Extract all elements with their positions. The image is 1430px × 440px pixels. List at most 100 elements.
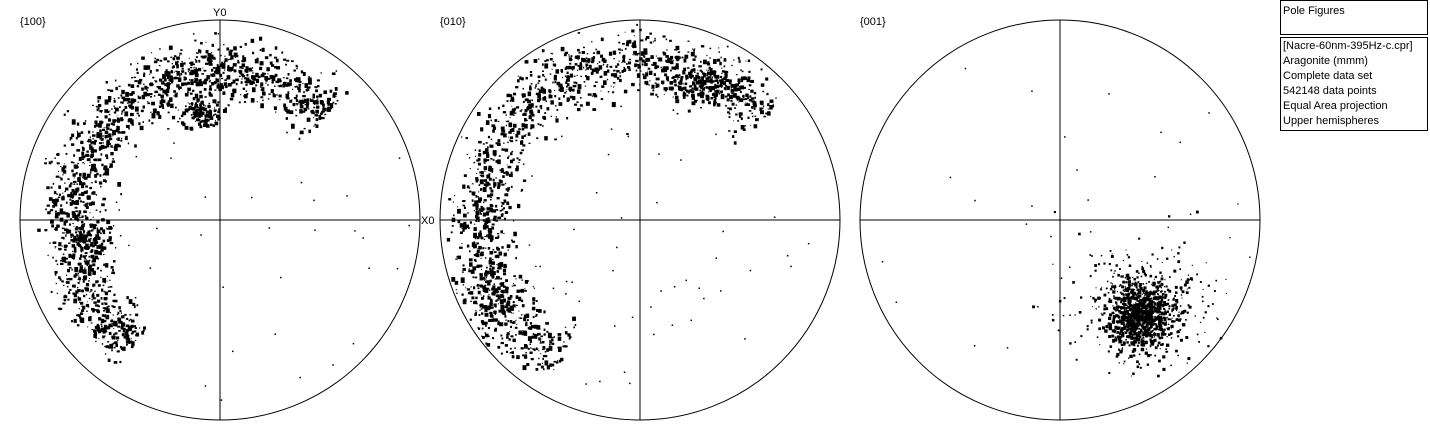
- pole-point: [1139, 366, 1142, 369]
- pole-point: [154, 80, 156, 82]
- pole-point: [79, 316, 82, 319]
- pole-point: [497, 186, 500, 189]
- pole-point: [545, 322, 549, 325]
- pole-point: [296, 104, 298, 106]
- pole-point: [1168, 308, 1170, 310]
- pole-point: [503, 217, 507, 221]
- pole-point: [484, 222, 487, 226]
- pole-point: [652, 41, 655, 43]
- pole-point: [473, 259, 476, 262]
- pole-point: [285, 110, 287, 113]
- pole-point: [538, 80, 541, 82]
- pole-point: [552, 81, 554, 84]
- pole-point: [1025, 223, 1028, 225]
- pole-point: [488, 165, 491, 168]
- pole-point: [1156, 301, 1160, 305]
- pole-point: [1138, 296, 1140, 299]
- pole-point: [478, 184, 481, 186]
- pole-point: [1127, 280, 1132, 284]
- pole-point: [202, 119, 205, 123]
- pole-point: [680, 77, 683, 81]
- pole-point: [594, 67, 598, 72]
- pole-point: [221, 77, 224, 80]
- pole-point: [494, 278, 497, 280]
- pole-point: [694, 99, 697, 103]
- pole-point: [1161, 292, 1165, 296]
- pole-point: [93, 332, 98, 337]
- pole-point: [308, 129, 311, 134]
- pole-point: [477, 162, 481, 166]
- pole-point: [143, 74, 146, 78]
- pole-point: [91, 299, 93, 301]
- pole-point: [79, 319, 82, 322]
- pole-point: [130, 102, 133, 105]
- pole-point: [1127, 315, 1131, 319]
- pole-point: [117, 319, 122, 322]
- pole-point: [235, 82, 238, 86]
- pole-point: [209, 116, 214, 120]
- pole-point: [1142, 269, 1145, 272]
- pole-point: [619, 75, 622, 78]
- pole-point: [262, 91, 266, 96]
- pole-point: [246, 73, 249, 77]
- pole-point: [671, 88, 674, 91]
- pole-point: [180, 62, 184, 68]
- pole-point: [486, 343, 491, 347]
- pole-point: [139, 125, 144, 131]
- pole-point: [637, 89, 640, 92]
- pole-point: [1143, 319, 1146, 321]
- pole-point: [86, 235, 89, 238]
- pole-point: [505, 114, 507, 116]
- pole-point: [646, 81, 649, 86]
- pole-point: [1177, 335, 1180, 338]
- pole-point: [139, 78, 143, 82]
- pole-point: [715, 62, 717, 64]
- pole-point: [675, 49, 677, 51]
- pole-point: [487, 114, 492, 119]
- pole-point: [518, 289, 522, 292]
- pole-point: [1133, 325, 1137, 329]
- pole-point: [1179, 328, 1182, 331]
- pole-point: [167, 128, 170, 130]
- pole-point: [134, 80, 138, 83]
- pole-point: [46, 204, 51, 207]
- pole-point: [1146, 320, 1149, 323]
- pole-point: [1185, 291, 1189, 295]
- pole-point: [469, 264, 471, 266]
- pole-point: [1109, 345, 1113, 348]
- pole-point: [1163, 313, 1166, 316]
- pole-point: [96, 220, 100, 224]
- pole-point: [522, 179, 527, 182]
- pole-point: [190, 81, 194, 86]
- pole-point: [217, 101, 220, 104]
- pole-point: [545, 59, 549, 62]
- pole-point: [509, 166, 511, 168]
- pole-point: [1158, 308, 1160, 311]
- pole-point: [315, 124, 319, 129]
- pole-point: [1143, 299, 1147, 303]
- pole-point: [566, 97, 570, 102]
- pole-point: [478, 158, 480, 160]
- pole-point: [73, 318, 77, 323]
- pole-point: [322, 105, 325, 109]
- pole-point: [497, 216, 502, 219]
- pole-point: [682, 83, 684, 85]
- pole-point: [299, 109, 303, 114]
- pole-point: [1132, 304, 1134, 306]
- pole-point: [1143, 310, 1146, 313]
- pole-point: [1123, 360, 1126, 363]
- pole-point: [86, 140, 89, 143]
- pole-point: [501, 213, 504, 216]
- pole-point: [515, 257, 517, 260]
- pole-point: [518, 330, 522, 335]
- pole-point: [106, 123, 111, 127]
- pole-point: [83, 231, 85, 234]
- pole-point: [83, 223, 86, 225]
- pole-point: [520, 190, 523, 192]
- pole-point: [1133, 320, 1136, 323]
- pole-point: [475, 177, 479, 180]
- pole-point: [724, 73, 728, 78]
- pole-point: [303, 91, 305, 94]
- pole-point: [131, 122, 134, 126]
- pole-point: [549, 343, 551, 346]
